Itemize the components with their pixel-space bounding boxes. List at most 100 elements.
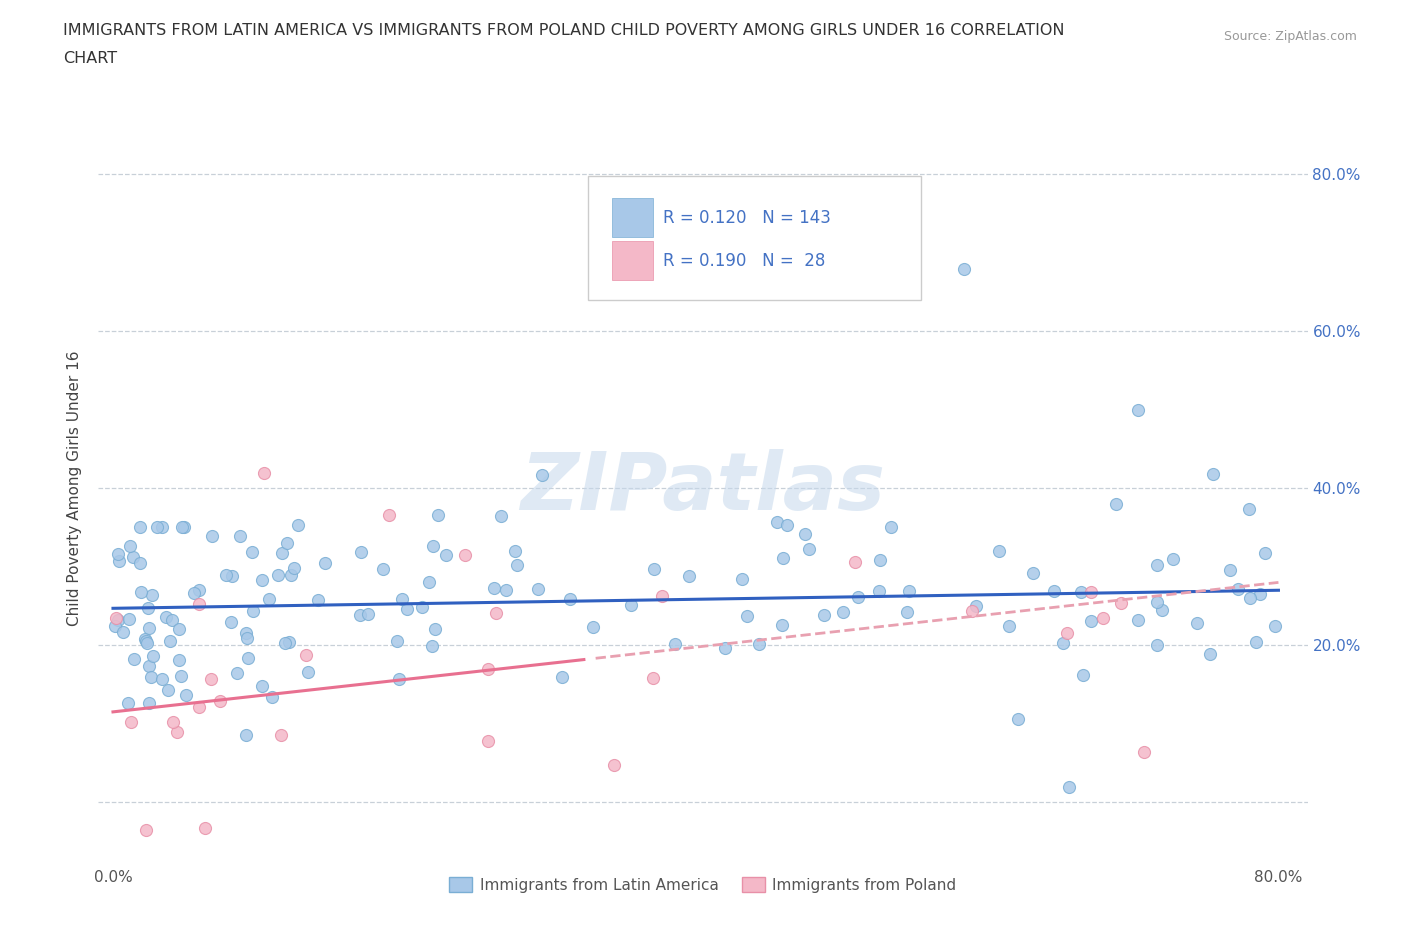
Point bbox=[138, 658, 160, 673]
Point bbox=[477, 661, 499, 676]
Point bbox=[411, 600, 433, 615]
Point bbox=[259, 591, 281, 606]
Point bbox=[235, 626, 257, 641]
Point bbox=[1161, 551, 1184, 566]
Point bbox=[1226, 582, 1249, 597]
Point bbox=[152, 520, 174, 535]
Point bbox=[678, 569, 700, 584]
Point bbox=[183, 586, 205, 601]
Point bbox=[965, 598, 987, 613]
Point bbox=[139, 670, 162, 684]
Point bbox=[797, 541, 820, 556]
Point bbox=[620, 597, 643, 612]
Point bbox=[187, 699, 209, 714]
Point bbox=[159, 633, 181, 648]
Point bbox=[1080, 585, 1102, 600]
Point bbox=[349, 607, 371, 622]
Point bbox=[1056, 626, 1078, 641]
Point bbox=[482, 580, 505, 595]
Point bbox=[1239, 591, 1261, 605]
Point bbox=[350, 545, 373, 560]
Point bbox=[735, 609, 758, 624]
Point bbox=[1237, 501, 1260, 516]
Point bbox=[844, 555, 866, 570]
Point bbox=[138, 696, 160, 711]
Point bbox=[250, 679, 273, 694]
Point bbox=[420, 638, 443, 653]
Point bbox=[107, 546, 129, 561]
Point bbox=[1070, 585, 1092, 600]
Point bbox=[1146, 637, 1168, 652]
Point bbox=[1007, 711, 1029, 726]
Point bbox=[505, 544, 527, 559]
Point bbox=[1185, 615, 1208, 630]
Point bbox=[998, 619, 1021, 634]
Point bbox=[236, 631, 259, 645]
FancyBboxPatch shape bbox=[588, 176, 921, 300]
Point bbox=[294, 648, 316, 663]
Point bbox=[641, 671, 664, 685]
Point bbox=[869, 552, 891, 567]
Y-axis label: Child Poverty Among Girls Under 16: Child Poverty Among Girls Under 16 bbox=[67, 351, 83, 626]
Point bbox=[105, 611, 128, 626]
Text: ZIPatlas: ZIPatlas bbox=[520, 449, 886, 527]
Point bbox=[1092, 611, 1115, 626]
Point bbox=[603, 758, 626, 773]
Point bbox=[794, 526, 817, 541]
Point bbox=[1244, 635, 1267, 650]
Text: R = 0.120   N = 143: R = 0.120 N = 143 bbox=[664, 209, 831, 227]
Point bbox=[454, 548, 477, 563]
Point bbox=[270, 546, 292, 561]
Point bbox=[391, 591, 413, 606]
Point bbox=[770, 618, 793, 632]
Point bbox=[1052, 635, 1074, 650]
Text: Source: ZipAtlas.com: Source: ZipAtlas.com bbox=[1223, 30, 1357, 43]
FancyBboxPatch shape bbox=[613, 241, 654, 280]
Point bbox=[1105, 497, 1128, 512]
Point bbox=[250, 573, 273, 588]
Point bbox=[531, 467, 554, 482]
Point bbox=[276, 536, 298, 551]
Point bbox=[208, 693, 231, 708]
Point bbox=[278, 635, 301, 650]
Legend: Immigrants from Latin America, Immigrants from Poland: Immigrants from Latin America, Immigrant… bbox=[443, 870, 963, 898]
Point bbox=[136, 600, 159, 615]
Point bbox=[868, 584, 890, 599]
Point bbox=[506, 558, 529, 573]
Point bbox=[395, 602, 418, 617]
Point bbox=[122, 652, 145, 667]
Point bbox=[371, 562, 394, 577]
Point bbox=[215, 567, 238, 582]
Point bbox=[236, 651, 259, 666]
Point bbox=[1059, 779, 1081, 794]
Point bbox=[378, 508, 401, 523]
Point bbox=[1219, 563, 1241, 578]
Point bbox=[170, 669, 193, 684]
Point bbox=[121, 550, 143, 565]
Point bbox=[960, 604, 983, 618]
Point bbox=[880, 519, 903, 534]
Point bbox=[104, 618, 127, 633]
Text: R = 0.190   N =  28: R = 0.190 N = 28 bbox=[664, 252, 825, 270]
Point bbox=[145, 520, 167, 535]
Point bbox=[188, 582, 211, 597]
Point bbox=[1264, 619, 1286, 634]
Point bbox=[495, 583, 517, 598]
Point bbox=[896, 604, 918, 619]
Point bbox=[477, 734, 499, 749]
Point bbox=[776, 517, 799, 532]
Point bbox=[1080, 614, 1102, 629]
Point bbox=[388, 671, 411, 686]
Point bbox=[174, 687, 197, 702]
Point bbox=[111, 625, 134, 640]
Point bbox=[1126, 613, 1149, 628]
FancyBboxPatch shape bbox=[613, 198, 654, 237]
Point bbox=[156, 683, 179, 698]
Text: CHART: CHART bbox=[63, 51, 117, 66]
Point bbox=[128, 520, 150, 535]
Point bbox=[1109, 595, 1132, 610]
Point bbox=[560, 591, 582, 606]
Point bbox=[765, 514, 787, 529]
Point bbox=[219, 615, 242, 630]
Point bbox=[1254, 546, 1277, 561]
